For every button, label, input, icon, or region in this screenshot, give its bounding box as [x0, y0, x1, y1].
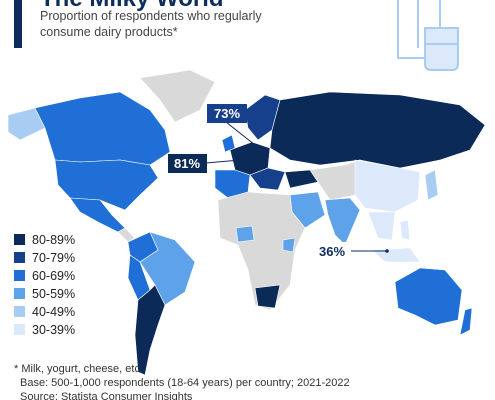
callout-line: [225, 121, 256, 146]
source: Source: Statista Consumer Insights: [20, 391, 193, 400]
legend-label: 40-49%: [32, 305, 75, 319]
callout-label: 73%: [214, 106, 240, 121]
kenya: [282, 237, 296, 253]
philippines: [399, 219, 411, 241]
argentina: [134, 284, 166, 376]
japan: [424, 169, 439, 201]
southeast-asia: [367, 211, 396, 241]
uk: [221, 134, 236, 153]
new-zealand: [459, 307, 473, 336]
india: [324, 197, 361, 246]
callout-box: [168, 154, 207, 173]
indonesia: [371, 247, 421, 263]
legend-label: 60-69%: [32, 269, 75, 283]
callout-label: 81%: [174, 156, 200, 171]
australia: [394, 267, 463, 326]
callout-box: [314, 242, 351, 260]
china: [354, 159, 421, 213]
africa: [217, 191, 306, 311]
legend-swatch: [14, 288, 25, 299]
canada: [34, 91, 171, 166]
legend-swatch: [14, 234, 25, 245]
callout-box: [207, 104, 247, 123]
legend-swatch: [14, 306, 25, 317]
footnote: * Milk, yogurt, cheese, etc.: [14, 363, 143, 375]
callout-dot: [385, 249, 389, 253]
callout-label: 36%: [319, 244, 345, 259]
nigeria: [235, 225, 255, 243]
base-note: Base: 500-1,000 respondents (18-64 years…: [20, 377, 350, 389]
central-america: [117, 227, 136, 243]
world-map: [7, 69, 486, 376]
usa: [54, 159, 159, 211]
legend-swatch: [14, 252, 25, 263]
legend-label: 80-89%: [32, 233, 75, 247]
legend-swatch: [14, 270, 25, 281]
subtitle-line-2: consume dairy products*: [40, 25, 178, 39]
alaska: [7, 107, 46, 141]
southeast-europe: [249, 167, 286, 191]
callout-line: [205, 159, 241, 164]
legend-label: 30-39%: [32, 323, 75, 337]
russia: [269, 91, 486, 169]
legend-background: [8, 228, 90, 340]
south-africa: [254, 284, 281, 309]
title: The Milky World: [40, 0, 224, 12]
milk-glass-icon: [397, 0, 459, 71]
greenland: [139, 69, 216, 123]
legend-swatch: [14, 324, 25, 335]
legend-label: 50-59%: [32, 287, 75, 301]
accent-bar: [14, 0, 22, 48]
legend-label: 70-79%: [32, 251, 75, 265]
legend: 80-89% 70-79% 60-69% 50-59% 40-49% 30-39%: [8, 228, 90, 340]
subtitle-line-1: Proportion of respondents who regularly: [40, 9, 262, 23]
